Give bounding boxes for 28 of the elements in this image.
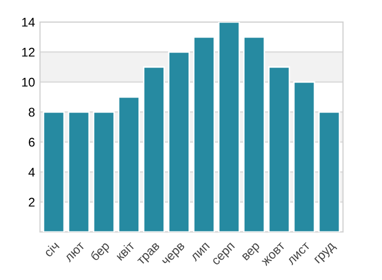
bar <box>68 111 90 232</box>
bar <box>142 66 165 232</box>
bar <box>218 22 240 232</box>
bar <box>168 51 190 232</box>
x-tick-label: груд <box>314 242 338 266</box>
x-tick-label: лют <box>64 242 86 262</box>
x-tick-label: бер <box>90 240 112 263</box>
y-tick-label: 2 <box>28 198 35 207</box>
bar <box>118 96 140 232</box>
bar <box>293 81 316 232</box>
y-tick-label: 10 <box>22 78 35 87</box>
x-tick-label: трав <box>137 242 162 267</box>
y-tick-label: 14 <box>22 18 35 27</box>
y-tick-label: 6 <box>28 138 35 147</box>
x-tick-label: квіт <box>114 240 136 261</box>
y-tick-label: 4 <box>28 168 35 177</box>
x-tick-label: лип <box>190 242 210 262</box>
x-tick-label: вер <box>242 242 262 262</box>
bar <box>268 66 290 232</box>
bar <box>92 111 115 232</box>
y-tick-label: 8 <box>28 108 35 117</box>
x-tick-label: черв <box>162 242 187 268</box>
bar <box>243 36 266 232</box>
y-tick-label: 12 <box>22 48 35 57</box>
bar <box>42 111 65 232</box>
bar <box>193 36 215 232</box>
bar <box>318 111 340 232</box>
x-tick-label: січ <box>43 240 60 258</box>
